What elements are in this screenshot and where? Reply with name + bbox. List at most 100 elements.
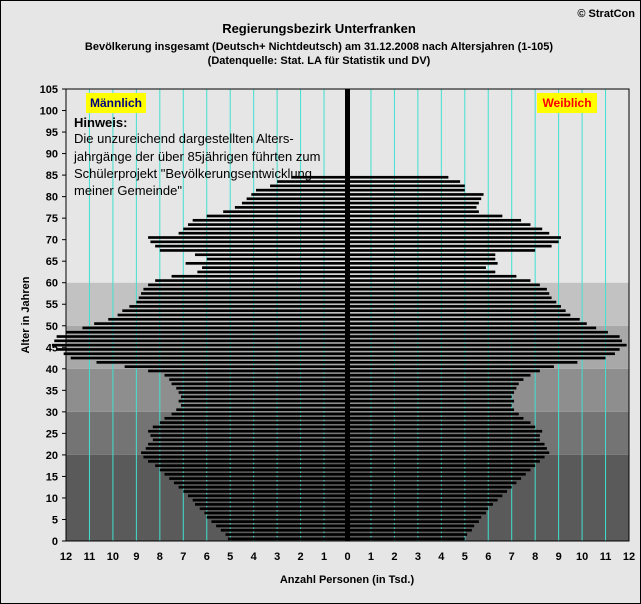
bar-male: [246, 197, 348, 201]
bar-female: [347, 429, 543, 433]
x-tick-label: 6: [485, 551, 491, 563]
bar-female: [347, 365, 554, 368]
x-tick-label: 1: [321, 551, 327, 563]
bar-male: [150, 240, 348, 244]
y-tick-label: 15: [46, 471, 58, 483]
bar-female: [347, 343, 627, 347]
bar-female: [347, 533, 468, 536]
bar-female: [347, 335, 620, 338]
bar-male: [176, 386, 348, 390]
x-tick-label: 2: [391, 551, 397, 563]
y-tick-label: 5: [52, 514, 58, 526]
y-axis-label: Alter in Jahren: [20, 276, 32, 353]
x-tick-label: 2: [298, 551, 304, 563]
bar-male: [66, 330, 348, 334]
bar-female: [347, 503, 493, 506]
bar-female: [347, 206, 477, 209]
x-tick-label: 3: [274, 551, 280, 563]
bar-male: [152, 438, 348, 442]
bar-female: [347, 305, 561, 308]
bar-female: [347, 382, 519, 386]
chart-title: Regierungsbezirk Unterfranken: [222, 21, 416, 36]
bar-male: [225, 533, 348, 536]
bar-female: [347, 395, 512, 399]
bar-female: [347, 356, 606, 360]
bar-female: [347, 507, 489, 511]
bar-female: [347, 460, 540, 463]
tick-labels: 12 11 10 9 8 7 6 5 4 3 2 1 0 1 2 3 4 5 6 7 8 9 10 11 12051015202…: [40, 84, 635, 563]
annotation-line: Schülerprojekt "Bevölkerungsentwicklung: [74, 166, 312, 181]
bar-male: [169, 477, 348, 480]
x-tick-label: 4: [251, 551, 258, 563]
bar-male: [150, 434, 348, 437]
bar-male: [291, 175, 348, 179]
bar-female: [347, 326, 597, 330]
bar-female: [347, 330, 608, 334]
bar-male: [216, 524, 348, 528]
bar-male: [173, 481, 348, 485]
bar-female: [347, 309, 566, 313]
bar-male: [148, 429, 348, 433]
bar-male: [176, 408, 348, 412]
bar-male: [164, 373, 348, 377]
bar-male: [108, 317, 348, 321]
x-tick-label: 12: [623, 551, 635, 563]
y-tick-label: 65: [46, 256, 58, 268]
bar-female: [347, 416, 524, 420]
bar-female: [347, 197, 482, 201]
y-tick-label: 25: [46, 428, 58, 440]
bar-female: [347, 201, 479, 205]
x-tick-label: 0: [344, 551, 350, 563]
x-tick-label: 7: [509, 551, 515, 563]
bar-female: [347, 210, 479, 214]
bar-male: [171, 412, 348, 416]
x-tick-label: 5: [462, 551, 468, 563]
y-tick-label: 10: [46, 493, 58, 505]
bar-male: [164, 416, 348, 420]
legend-female-box: [537, 93, 597, 113]
bar-male: [185, 262, 348, 265]
bar-male: [197, 270, 348, 274]
bar-male: [251, 193, 348, 196]
bar-male: [155, 279, 348, 282]
bar-male: [204, 511, 348, 515]
bar-male: [143, 287, 348, 291]
bar-male: [178, 391, 348, 394]
bar-male: [51, 343, 348, 347]
x-tick-label: 4: [438, 551, 445, 563]
bar-male: [122, 309, 348, 313]
bar-male: [187, 494, 348, 498]
bars: [51, 175, 627, 541]
bar-female: [347, 322, 587, 325]
center-axis: [345, 89, 350, 541]
bar-female: [347, 442, 545, 446]
bar-female: [347, 515, 482, 519]
bar-male: [54, 339, 348, 343]
bar-male: [195, 253, 348, 257]
y-tick-label: 20: [46, 450, 58, 462]
bar-male: [195, 503, 348, 506]
bar-female: [347, 490, 508, 493]
bar-male: [70, 356, 348, 360]
bar-male: [206, 257, 348, 261]
y-tick-label: 90: [46, 149, 58, 161]
y-tick-label: 100: [40, 106, 58, 118]
y-tick-label: 70: [46, 235, 58, 247]
bar-female: [347, 361, 578, 364]
bar-male: [136, 300, 348, 304]
y-tick-label: 0: [52, 536, 58, 548]
bar-female: [347, 369, 540, 373]
bar-male: [159, 421, 348, 424]
y-tick-label: 50: [46, 321, 58, 333]
y-tick-label: 30: [46, 407, 58, 419]
y-tick-label: 55: [46, 299, 58, 311]
bar-male: [159, 468, 348, 472]
x-tick-label: 9: [556, 551, 562, 563]
bar-female: [347, 257, 496, 261]
y-tick-label: 95: [46, 127, 58, 139]
legend-female: Weiblich: [537, 93, 597, 113]
y-tick-label: 60: [46, 278, 58, 290]
bar-female: [347, 451, 550, 455]
